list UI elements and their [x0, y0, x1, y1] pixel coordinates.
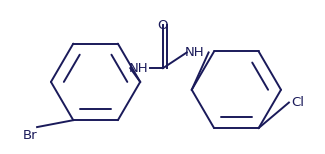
Text: Cl: Cl — [291, 96, 304, 109]
Text: O: O — [157, 19, 167, 32]
Text: Br: Br — [23, 129, 38, 142]
Text: NH: NH — [128, 62, 148, 75]
Text: NH: NH — [185, 46, 204, 59]
